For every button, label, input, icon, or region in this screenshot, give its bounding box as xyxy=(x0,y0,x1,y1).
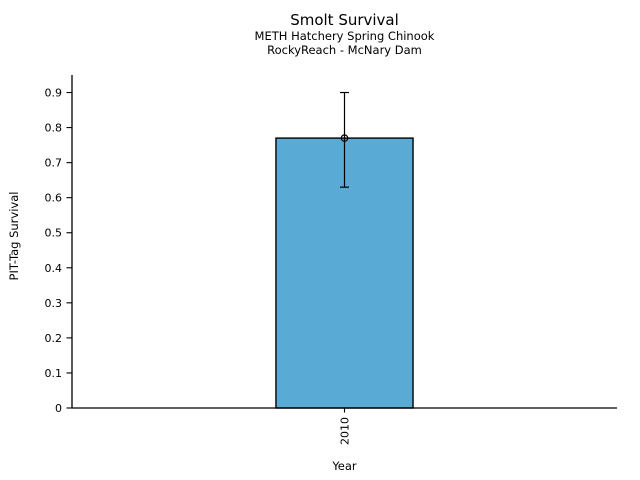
y-tick-label: 0.8 xyxy=(45,122,63,135)
y-tick-label: 0.7 xyxy=(45,157,63,170)
y-tick-label: 0.1 xyxy=(45,367,63,380)
chart-subtitle-line1: METH Hatchery Spring Chinook xyxy=(254,29,435,43)
y-tick-label: 0.5 xyxy=(45,227,63,240)
chart-subtitle-line2: RockyReach - McNary Dam xyxy=(267,43,422,57)
y-tick-label: 0.3 xyxy=(45,297,63,310)
x-tick-label: 2010 xyxy=(339,417,352,445)
y-tick-label: 0.9 xyxy=(45,87,63,100)
y-tick-label: 0.6 xyxy=(45,192,63,205)
point-marker xyxy=(340,134,349,142)
chart-title: Smolt Survival xyxy=(290,11,399,29)
x-axis-label: Year xyxy=(332,459,357,473)
y-tick-label: 0 xyxy=(55,402,62,415)
y-tick-label: 0.4 xyxy=(45,262,63,275)
y-tick-label: 0.2 xyxy=(45,332,63,345)
